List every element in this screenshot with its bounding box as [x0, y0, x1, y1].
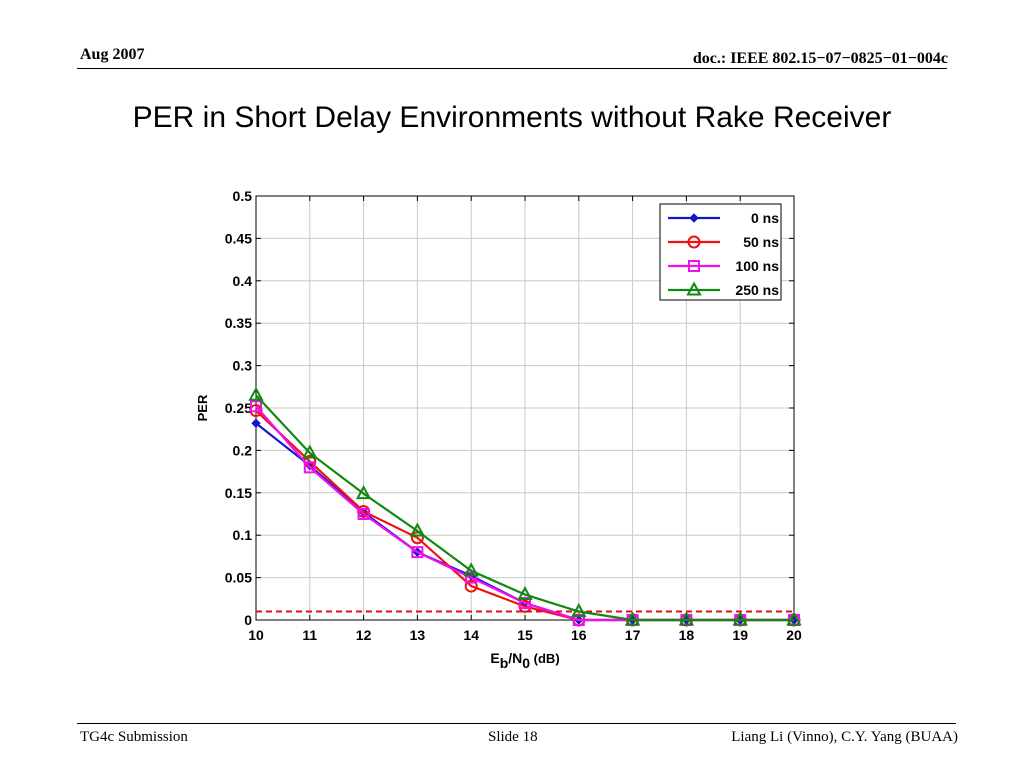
y-tick-label: 0.4 — [233, 273, 253, 289]
data-point — [517, 585, 533, 601]
x-tick-label: 17 — [625, 627, 641, 643]
legend-label: 0 ns — [751, 210, 779, 226]
legend-label: 100 ns — [735, 258, 779, 274]
x-axis-label: Eb/N0 (dB) — [490, 650, 559, 671]
x-tick-label: 14 — [463, 627, 479, 643]
x-tick-label: 16 — [571, 627, 587, 643]
data-point — [571, 602, 587, 618]
series-line — [255, 394, 794, 622]
series-layer — [248, 386, 802, 627]
data-point — [678, 611, 695, 626]
header-doc-id: doc.: IEEE 802.15−07−0825−01−004c — [692, 50, 948, 67]
data-point — [572, 614, 585, 626]
legend-box — [659, 203, 782, 301]
y-axis-label: PER — [195, 394, 210, 421]
x-tick-label: 20 — [786, 627, 802, 643]
x-tick-label: 15 — [517, 627, 533, 643]
y-tick-label: 0.5 — [233, 188, 253, 204]
data-point — [251, 418, 261, 428]
data-point — [519, 597, 531, 610]
header-date: Aug 2007 — [80, 46, 145, 63]
y-tick-label: 0.1 — [233, 527, 253, 543]
legend-swatch-marker — [686, 281, 702, 296]
footer-submission: TG4c Submission — [80, 729, 188, 745]
data-point — [624, 611, 641, 626]
data-point — [411, 546, 424, 559]
data-point — [465, 571, 478, 584]
data-point — [355, 485, 372, 500]
y-tick-label: 0.35 — [225, 315, 252, 331]
legend-swatch-marker — [689, 213, 699, 223]
footer-slide-number: Slide 18 — [488, 729, 538, 745]
data-point — [302, 444, 318, 459]
x-axis-label-unit: (dB) — [530, 651, 560, 666]
legend-layer: 0 ns 50 ns 100 ns 250 ns — [659, 203, 782, 301]
footer-authors: Liang Li (Vinno), C.Y. Yang (BUAA) — [731, 729, 958, 745]
footer-rule — [77, 723, 956, 724]
legend-swatch-marker — [688, 260, 700, 272]
y-tick-label: 0 — [244, 612, 252, 628]
tick-layer: 10 11 12 13 14 15 16 17 18 19 20 0 0.05 0.1 0.15 0.2 0.2… — [225, 188, 802, 643]
x-tick-label: 11 — [302, 627, 317, 643]
data-point — [463, 562, 479, 577]
data-point — [303, 461, 316, 474]
y-tick-label: 0.15 — [225, 485, 252, 501]
legend-swatch-marker — [687, 235, 701, 249]
data-point — [786, 611, 802, 626]
series-3 — [248, 386, 802, 626]
x-tick-label: 19 — [732, 627, 748, 643]
y-tick-label: 0.05 — [225, 570, 252, 586]
data-point — [248, 386, 264, 401]
y-tick-label: 0.2 — [233, 442, 253, 458]
x-axis-label-e: E — [490, 650, 499, 666]
x-tick-label: 10 — [248, 627, 264, 643]
x-tick-label: 13 — [410, 627, 426, 643]
y-tick-label: 0.25 — [225, 400, 252, 416]
x-axis-label-sub-b: b — [500, 655, 509, 671]
y-tick-label: 0.3 — [233, 358, 253, 374]
x-tick-label: 18 — [679, 627, 695, 643]
slide-title: PER in Short Delay Environments without … — [132, 101, 892, 134]
legend-label: 50 ns — [743, 234, 779, 250]
data-point — [732, 611, 748, 626]
data-point — [357, 508, 370, 520]
x-tick-label: 12 — [356, 627, 372, 643]
x-axis-label-sub-0: 0 — [522, 655, 530, 671]
y-tick-label: 0.45 — [225, 230, 252, 246]
legend-label: 250 ns — [735, 282, 779, 298]
header-rule — [77, 68, 947, 69]
data-point — [250, 400, 262, 413]
x-axis-label-n: /N — [508, 650, 522, 666]
data-point — [409, 522, 426, 537]
data-point — [464, 579, 478, 593]
